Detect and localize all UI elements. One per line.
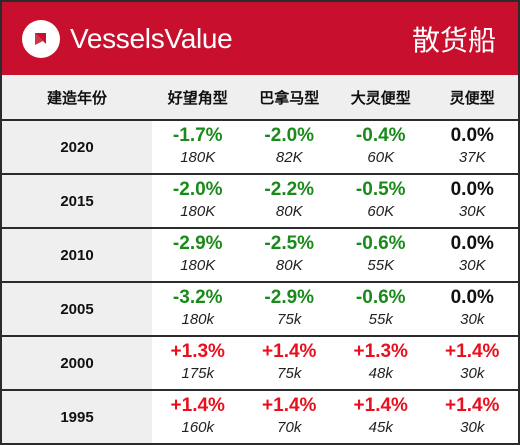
dwt-size: 30k: [460, 419, 485, 436]
dwt-size: 30K: [458, 257, 486, 274]
price-change: +1.3%: [170, 341, 225, 362]
price-change: 0.0%: [450, 233, 494, 254]
price-change: -2.2%: [264, 179, 315, 200]
column-header: 灵便型: [449, 88, 495, 107]
dwt-size: 82K: [275, 149, 303, 166]
value-cell: 0.0% 30k: [427, 283, 519, 335]
year-cell: 2010: [2, 229, 152, 281]
dwt-size: 160k: [181, 419, 215, 436]
value-cell: +1.3% 48k: [335, 337, 427, 389]
price-change: +1.3%: [353, 341, 408, 362]
value-cell: -2.9% 180K: [152, 229, 244, 281]
year-column-header: 建造年份: [46, 88, 107, 107]
value-cell: -2.0% 180K: [152, 175, 244, 227]
dwt-size: 80K: [275, 257, 303, 274]
year-cell: 2005: [2, 283, 152, 335]
dwt-size: 180K: [180, 203, 216, 220]
price-change: -2.5%: [264, 233, 315, 254]
value-cell: 0.0% 30K: [427, 175, 519, 227]
value-cell: -3.2% 180k: [152, 283, 244, 335]
price-change: -2.0%: [264, 125, 315, 146]
brand: VesselsValue: [22, 19, 233, 58]
price-change: -2.0%: [172, 179, 223, 200]
dwt-size: 60K: [367, 203, 395, 220]
dwt-size: 70k: [277, 419, 302, 436]
dwt-size: 75k: [277, 311, 302, 328]
table-row: 2010 -2.9% 180K -2.5% 80K -0.6% 55K 0.0% 30K: [2, 229, 518, 283]
value-cell: -1.7% 180K: [152, 121, 244, 173]
value-cell: -0.6% 55K: [335, 229, 427, 281]
price-change: -0.5%: [355, 179, 406, 200]
value-cell: -0.4% 60K: [335, 121, 427, 173]
value-cell: 0.0% 30K: [427, 229, 519, 281]
segment-title: 散货船: [411, 23, 496, 57]
column-header: 巴拿马型: [259, 88, 320, 107]
dwt-size: 30K: [458, 203, 486, 220]
value-cell: +1.4% 45k: [335, 391, 427, 443]
value-cell: -0.6% 55k: [335, 283, 427, 335]
dwt-size: 30k: [460, 365, 485, 382]
dwt-size: 48k: [368, 365, 393, 382]
dwt-size: 180K: [180, 149, 216, 166]
dwt-size: 180k: [181, 311, 215, 328]
table-row: 2000 +1.3% 175k +1.4% 75k +1.3% 48k +1.4% 30k: [2, 337, 518, 391]
value-cell: -2.5% 80K: [244, 229, 336, 281]
value-cell: +1.4% 30k: [427, 391, 519, 443]
column-header: 好望角型: [167, 88, 228, 107]
valuation-table: 建造年份 好望角型 巴拿马型 大灵便型 灵便型 2020 -1.7% 180K -2.…: [2, 75, 518, 445]
value-cell: -2.2% 80K: [244, 175, 336, 227]
value-cell: +1.4% 70k: [244, 391, 336, 443]
price-change: +1.4%: [445, 395, 500, 416]
dwt-size: 180K: [180, 257, 216, 274]
price-change: -0.6%: [355, 287, 406, 308]
year-cell: 2000: [2, 337, 152, 389]
table-header-row: 建造年份 好望角型 巴拿马型 大灵便型 灵便型: [2, 75, 518, 121]
dwt-size: 55K: [367, 257, 395, 274]
value-cell: +1.4% 160k: [152, 391, 244, 443]
vesselsvalue-logo-icon: [22, 19, 60, 58]
table-row: 2015 -2.0% 180K -2.2% 80K -0.5% 60K 0.0% 30K: [2, 175, 518, 229]
dwt-size: 55k: [368, 311, 393, 328]
table-row: 2005 -3.2% 180k -2.9% 75k -0.6% 55k 0.0% 30k: [2, 283, 518, 337]
price-change: -3.2%: [172, 287, 223, 308]
price-change: +1.4%: [353, 395, 408, 416]
dwt-size: 45k: [368, 419, 393, 436]
value-cell: -2.9% 75k: [244, 283, 336, 335]
price-change: -2.9%: [264, 287, 315, 308]
dwt-size: 30k: [460, 311, 485, 328]
price-change: 0.0%: [450, 125, 494, 146]
price-change: -2.9%: [172, 233, 223, 254]
dwt-size: 80K: [275, 203, 303, 220]
dwt-size: 175k: [181, 365, 215, 382]
table-body: 2020 -1.7% 180K -2.0% 82K -0.4% 60K 0.0% 37K 2015…: [2, 121, 518, 445]
value-cell: +1.4% 75k: [244, 337, 336, 389]
value-cell: -0.5% 60K: [335, 175, 427, 227]
table-row: 2020 -1.7% 180K -2.0% 82K -0.4% 60K 0.0% 37K: [2, 121, 518, 175]
price-change: -1.7%: [172, 125, 223, 146]
header-banner: VesselsValue 散货船: [2, 2, 518, 75]
dwt-size: 60K: [367, 149, 395, 166]
price-change: -0.6%: [355, 233, 406, 254]
price-change: +1.4%: [445, 341, 500, 362]
year-cell: 1995: [2, 391, 152, 443]
column-header: 大灵便型: [350, 88, 411, 107]
price-change: 0.0%: [450, 179, 494, 200]
table-row: 1995 +1.4% 160k +1.4% 70k +1.4% 45k +1.4% 30k: [2, 391, 518, 445]
value-cell: +1.4% 30k: [427, 337, 519, 389]
price-change: +1.4%: [170, 395, 225, 416]
brand-name: VesselsValue: [70, 22, 233, 54]
price-change: +1.4%: [262, 341, 317, 362]
value-cell: -2.0% 82K: [244, 121, 336, 173]
year-cell: 2020: [2, 121, 152, 173]
dwt-size: 37K: [458, 149, 486, 166]
year-cell: 2015: [2, 175, 152, 227]
dwt-size: 75k: [277, 365, 302, 382]
value-cell: +1.3% 175k: [152, 337, 244, 389]
price-change: 0.0%: [450, 287, 494, 308]
value-cell: 0.0% 37K: [427, 121, 519, 173]
price-change: +1.4%: [262, 395, 317, 416]
price-change: -0.4%: [355, 125, 406, 146]
